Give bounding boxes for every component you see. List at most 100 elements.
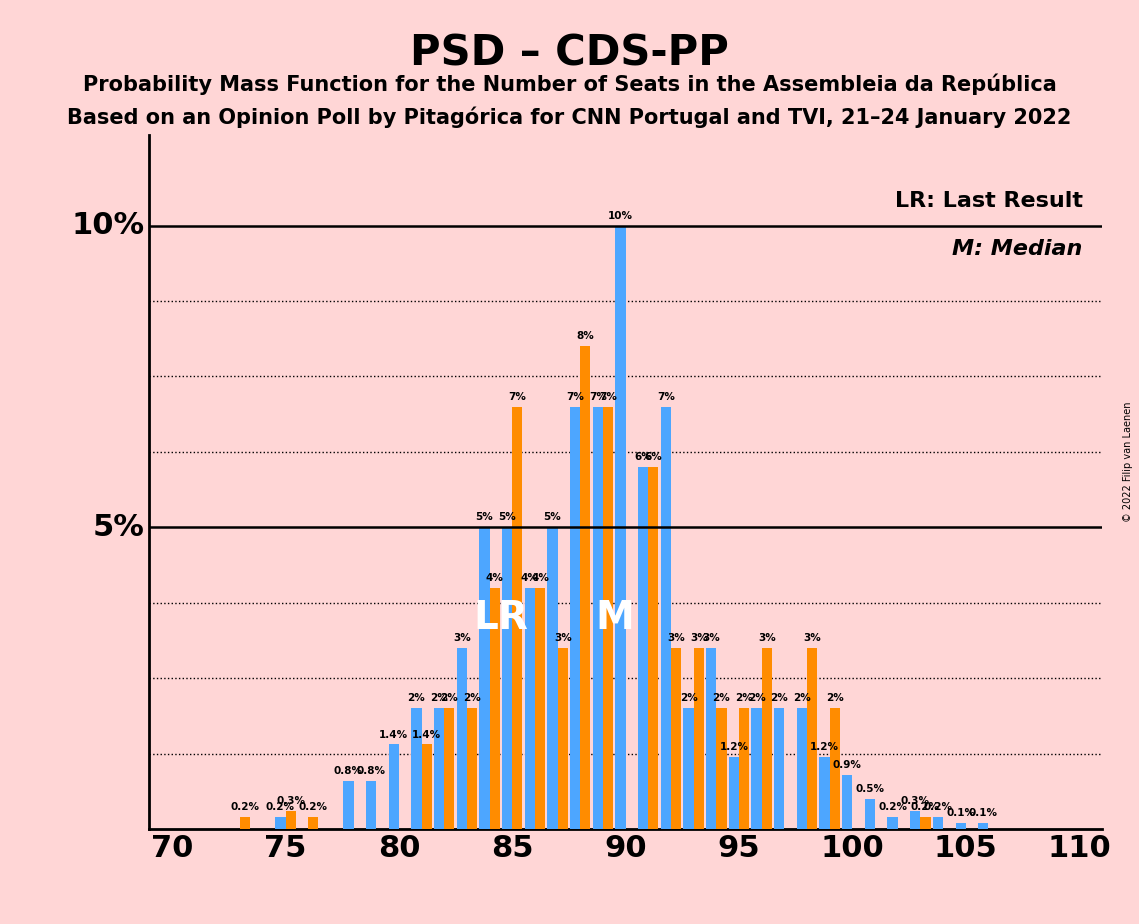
Text: 0.2%: 0.2%: [924, 802, 952, 812]
Text: 10%: 10%: [608, 211, 633, 221]
Text: 2%: 2%: [441, 693, 458, 703]
Bar: [933, 817, 943, 829]
Text: 0.2%: 0.2%: [878, 802, 907, 812]
Bar: [535, 588, 546, 829]
Text: 3%: 3%: [453, 633, 470, 643]
Bar: [716, 709, 727, 829]
Bar: [978, 823, 989, 829]
Text: 8%: 8%: [576, 332, 595, 342]
Text: 2%: 2%: [826, 693, 844, 703]
Text: 0.2%: 0.2%: [911, 802, 940, 812]
Text: 2%: 2%: [464, 693, 481, 703]
Text: 2%: 2%: [408, 693, 425, 703]
Text: 5%: 5%: [498, 513, 516, 522]
Text: M: M: [595, 599, 633, 637]
Bar: [467, 709, 477, 829]
Text: 0.3%: 0.3%: [276, 796, 305, 806]
Text: 4%: 4%: [531, 573, 549, 583]
Bar: [571, 407, 580, 829]
Bar: [775, 709, 785, 829]
Text: 0.5%: 0.5%: [855, 784, 884, 794]
Bar: [592, 407, 603, 829]
Text: 5%: 5%: [543, 513, 562, 522]
Bar: [388, 745, 399, 829]
Text: 0.9%: 0.9%: [833, 760, 862, 770]
Text: © 2022 Filip van Laenen: © 2022 Filip van Laenen: [1123, 402, 1133, 522]
Text: 5%: 5%: [476, 513, 493, 522]
Bar: [808, 648, 817, 829]
Text: 6%: 6%: [634, 452, 652, 462]
Bar: [910, 811, 920, 829]
Bar: [661, 407, 671, 829]
Text: 0.3%: 0.3%: [901, 796, 929, 806]
Bar: [513, 407, 523, 829]
Text: 0.2%: 0.2%: [265, 802, 295, 812]
Text: 0.1%: 0.1%: [969, 808, 998, 818]
Bar: [286, 811, 296, 829]
Bar: [240, 817, 251, 829]
Bar: [558, 648, 568, 829]
Text: 3%: 3%: [757, 633, 776, 643]
Bar: [739, 709, 749, 829]
Bar: [548, 528, 558, 829]
Bar: [683, 709, 694, 829]
Bar: [648, 467, 658, 829]
Bar: [457, 648, 467, 829]
Text: 4%: 4%: [485, 573, 503, 583]
Text: Probability Mass Function for the Number of Seats in the Assembleia da República: Probability Mass Function for the Number…: [83, 74, 1056, 95]
Text: 3%: 3%: [803, 633, 821, 643]
Text: 7%: 7%: [508, 392, 526, 402]
Text: 2%: 2%: [793, 693, 811, 703]
Bar: [603, 407, 613, 829]
Bar: [502, 528, 513, 829]
Bar: [920, 817, 931, 829]
Text: 7%: 7%: [657, 392, 674, 402]
Bar: [956, 823, 966, 829]
Text: 2%: 2%: [770, 693, 788, 703]
Text: PSD – CDS-PP: PSD – CDS-PP: [410, 32, 729, 74]
Text: 2%: 2%: [431, 693, 448, 703]
Text: 0.1%: 0.1%: [947, 808, 975, 818]
Text: 10%: 10%: [72, 211, 145, 240]
Text: 0.8%: 0.8%: [334, 766, 363, 776]
Bar: [842, 774, 852, 829]
Text: LR: LR: [474, 599, 528, 637]
Text: 2%: 2%: [713, 693, 730, 703]
Bar: [887, 817, 898, 829]
Text: 3%: 3%: [554, 633, 572, 643]
Text: 7%: 7%: [589, 392, 607, 402]
Bar: [638, 467, 648, 829]
Bar: [276, 817, 286, 829]
Text: 0.8%: 0.8%: [357, 766, 386, 776]
Bar: [411, 709, 421, 829]
Text: LR: Last Result: LR: Last Result: [895, 190, 1083, 211]
Text: 2%: 2%: [747, 693, 765, 703]
Text: 3%: 3%: [703, 633, 720, 643]
Bar: [729, 757, 739, 829]
Text: 7%: 7%: [566, 392, 584, 402]
Text: M: Median: M: Median: [952, 239, 1083, 260]
Text: 4%: 4%: [521, 573, 539, 583]
Text: Based on an Opinion Poll by Pitagórica for CNN Portugal and TVI, 21–24 January 2: Based on an Opinion Poll by Pitagórica f…: [67, 106, 1072, 128]
Bar: [480, 528, 490, 829]
Text: 1.4%: 1.4%: [412, 730, 441, 739]
Text: 3%: 3%: [690, 633, 707, 643]
Text: 2%: 2%: [735, 693, 753, 703]
Bar: [343, 781, 353, 829]
Text: 5%: 5%: [93, 513, 145, 541]
Bar: [444, 709, 454, 829]
Bar: [309, 817, 319, 829]
Bar: [865, 798, 875, 829]
Text: 1.4%: 1.4%: [379, 730, 409, 739]
Text: 7%: 7%: [599, 392, 617, 402]
Text: 3%: 3%: [667, 633, 685, 643]
Bar: [421, 745, 432, 829]
Bar: [706, 648, 716, 829]
Bar: [694, 648, 704, 829]
Bar: [762, 648, 772, 829]
Bar: [490, 588, 500, 829]
Text: 0.2%: 0.2%: [231, 802, 260, 812]
Bar: [525, 588, 535, 829]
Text: 6%: 6%: [645, 452, 662, 462]
Bar: [797, 709, 808, 829]
